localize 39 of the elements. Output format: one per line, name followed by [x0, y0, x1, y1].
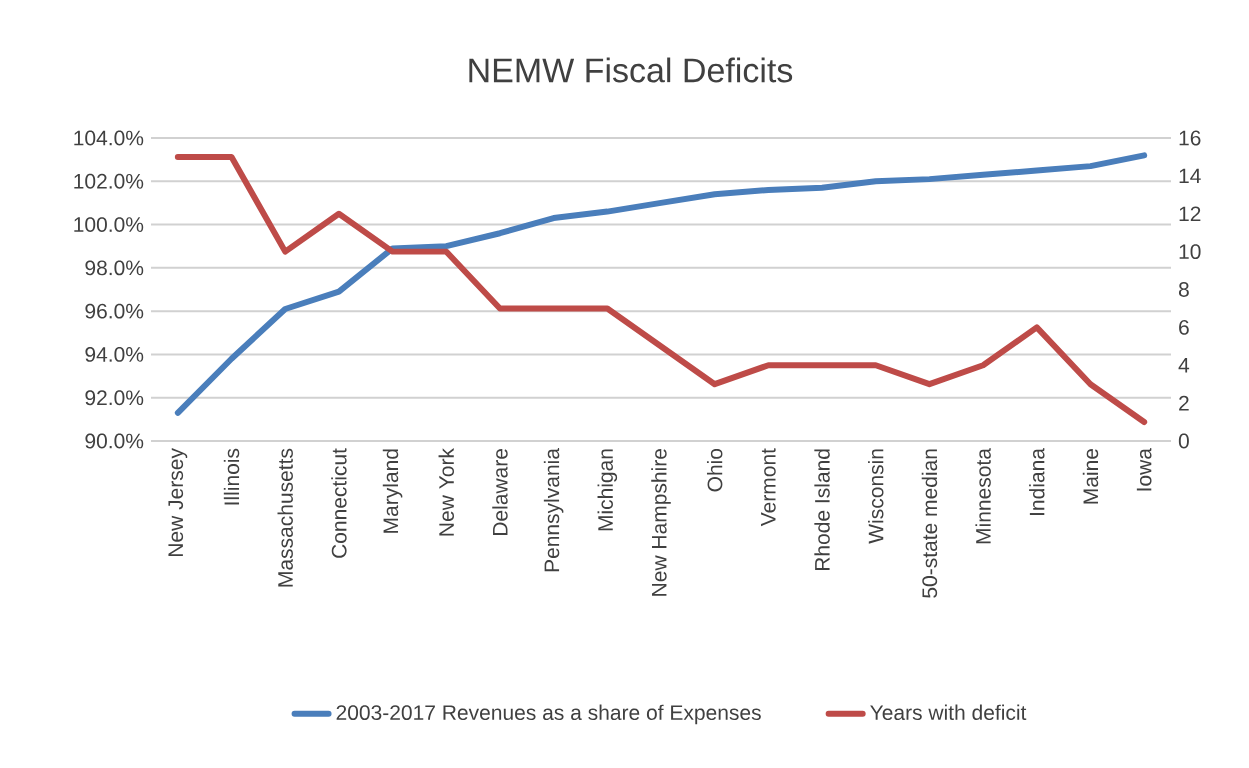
x-tick-label: Delaware — [492, 448, 508, 536]
y2-tick-label: 6 — [1179, 319, 1189, 335]
x-tick-label: Iowa — [1136, 448, 1152, 491]
y2-tick-label: 10 — [1179, 244, 1201, 260]
y2-tick-label: 0 — [1178, 433, 1189, 449]
x-tick-label: Indiana — [1029, 448, 1045, 515]
x-tick-label: Ohio — [706, 448, 723, 492]
x-tick-label: Wisconsin — [868, 449, 884, 544]
chart-title: NEMW Fiscal Deficits — [469, 57, 793, 83]
y2-tick-label: 14 — [1179, 168, 1201, 184]
y-tick-label: 90.0% — [85, 433, 144, 449]
y2-tick-label: 16 — [1179, 130, 1201, 146]
x-tick-label: Maryland — [382, 449, 403, 533]
x-tick-label: Connecticut — [331, 448, 347, 558]
x-tick-label: New Jersey — [168, 448, 188, 557]
y-tick-label: 92.0% — [85, 390, 144, 406]
y-tick-label: 98.0% — [85, 260, 144, 276]
x-tick-label: Rhode Island — [814, 449, 830, 571]
x-tick-label: 50-state median — [921, 449, 938, 598]
y-tick-label: 100.0% — [74, 217, 144, 233]
x-tick-label: Illinois — [223, 448, 240, 505]
x-tick-label: New Hampshire — [651, 449, 671, 596]
x-tick-label: Vermont — [761, 448, 776, 527]
x-tick-label: Pennsylvania — [543, 448, 564, 572]
y-tick-label: 96.0% — [85, 303, 144, 319]
x-tick-label: Minnesota — [975, 448, 991, 544]
x-tick-label: Maine — [1082, 448, 1099, 504]
x-tick-label: Michigan — [597, 449, 618, 531]
y-tick-label: 94.0% — [85, 347, 144, 362]
y2-tick-label: 12 — [1179, 206, 1201, 222]
x-tick-label: New York — [438, 448, 454, 536]
y2-tick-label: 4 — [1178, 358, 1190, 373]
x-tick-label: Massachusetts — [277, 448, 293, 587]
y2-tick-label: 2 — [1179, 395, 1189, 411]
legend-label: Years with deficit — [870, 704, 1027, 721]
legend-label: 2003-2017 Revenues as a share of Expenses — [336, 704, 761, 725]
y2-tick-label: 8 — [1178, 282, 1189, 297]
y-tick-label: 104.0% — [74, 130, 144, 146]
y-tick-label: 102.0% — [74, 173, 144, 189]
